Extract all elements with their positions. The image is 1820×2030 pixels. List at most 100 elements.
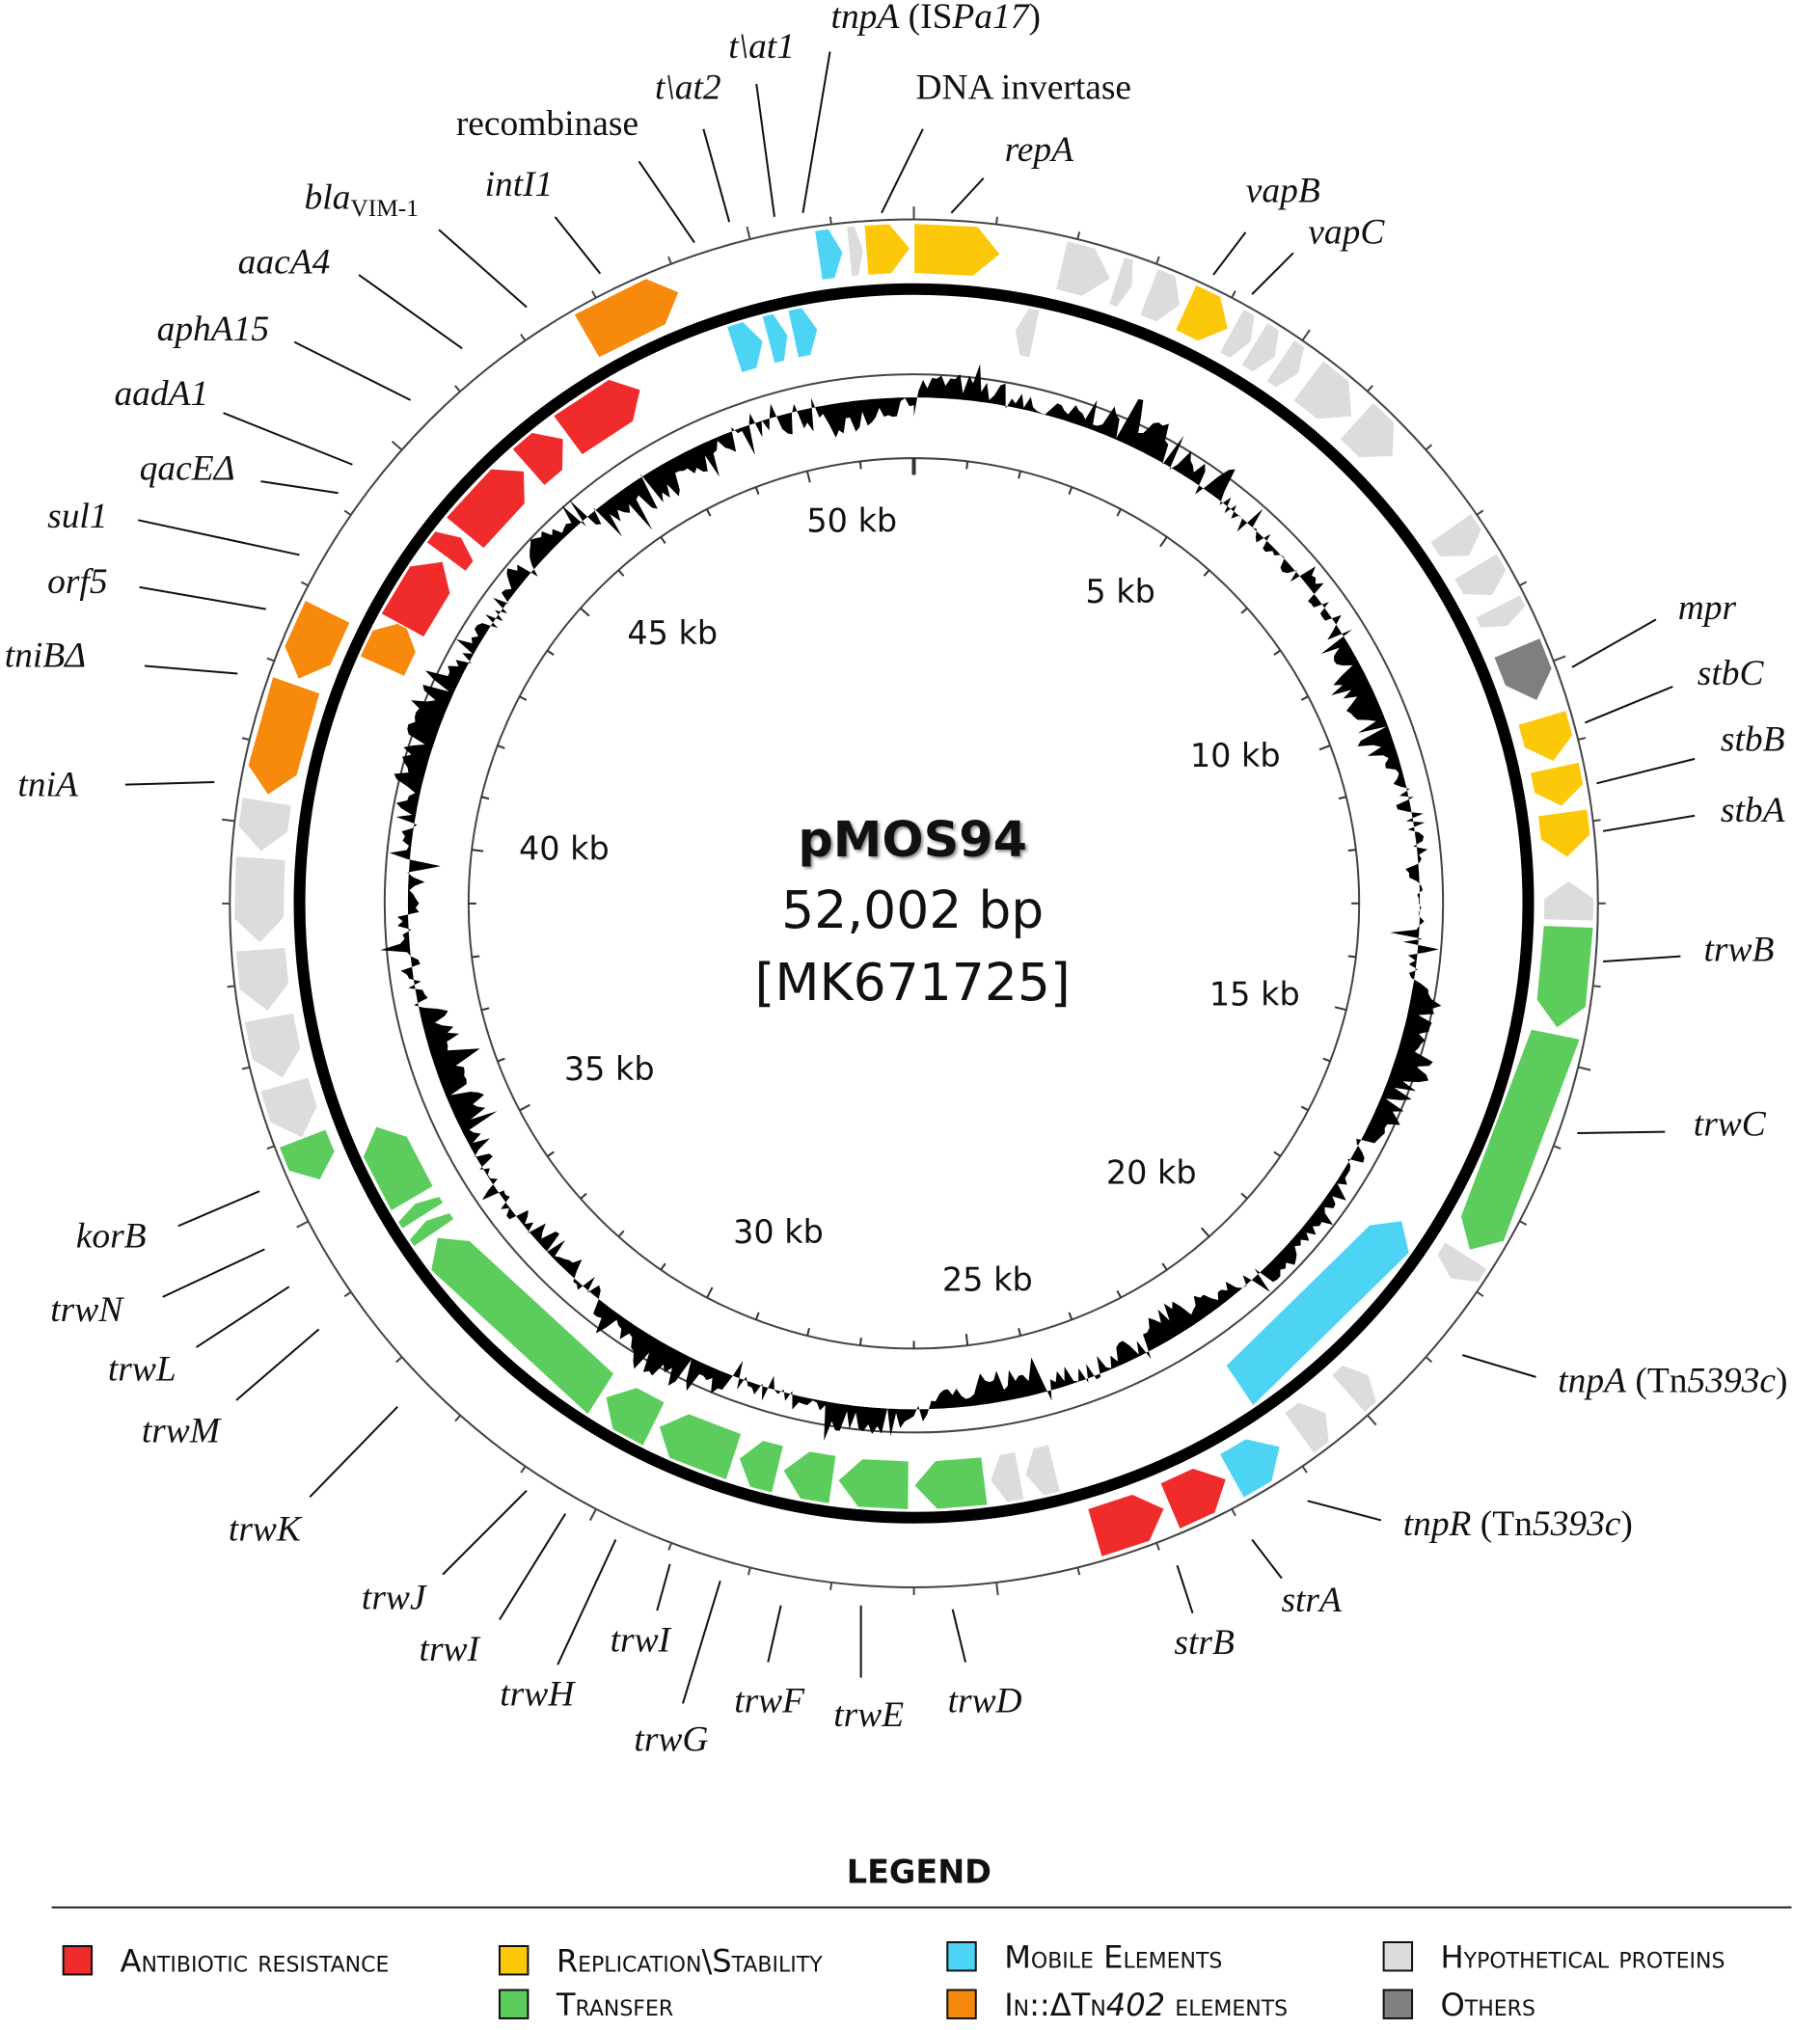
- gene-label-part: intI1: [485, 165, 554, 204]
- inner-tick: [1334, 1006, 1347, 1012]
- kb-label: 25 kb: [942, 1260, 1033, 1298]
- gene-feature: [813, 228, 844, 282]
- gene-label: trwJ: [362, 1578, 428, 1617]
- inner-tick: [858, 1337, 862, 1346]
- leader-line: [1571, 618, 1657, 668]
- gene-label: trwL: [108, 1349, 177, 1389]
- gene-label-part: trwM: [142, 1411, 222, 1450]
- legend-swatch: [498, 1989, 530, 2019]
- outer-tick: [1592, 985, 1601, 988]
- inner-tick: [617, 569, 625, 577]
- gene-feature: [863, 223, 911, 277]
- outer-tick: [995, 1582, 999, 1596]
- inner-tick: [754, 486, 760, 495]
- gene-label-part: mpr: [1678, 588, 1737, 628]
- leader-line: [638, 160, 695, 244]
- inner-tick: [805, 471, 811, 483]
- legend-label-part: Transfer: [556, 1987, 673, 2023]
- legend-label-part: Others: [1441, 1987, 1535, 2023]
- outer-tick: [746, 226, 751, 240]
- gene-label-part: bla: [305, 177, 351, 217]
- gene-label: tniA: [17, 765, 78, 804]
- gene-label: trwF: [734, 1681, 805, 1720]
- kb-label: 5 kb: [1085, 573, 1154, 610]
- gene-label: trwH: [500, 1674, 576, 1714]
- gene-feature: [1158, 1467, 1228, 1530]
- inner-tick: [705, 508, 712, 517]
- gene-label-part: sul1: [47, 497, 107, 536]
- gene-label: stbA: [1721, 791, 1785, 830]
- gene-label-part: t\at2: [655, 68, 721, 107]
- outer-tick: [1367, 385, 1373, 392]
- gene-feature: [258, 1075, 318, 1140]
- gene-feature: [1459, 1028, 1582, 1252]
- inner-tick: [1300, 1105, 1309, 1112]
- inner-tick: [1322, 1057, 1331, 1063]
- gene-label: mpr: [1678, 588, 1737, 628]
- kb-label: 20 kb: [1106, 1153, 1197, 1191]
- leader-line: [1585, 685, 1673, 724]
- outer-tick: [1519, 581, 1528, 587]
- legend-swatch: [946, 1989, 977, 2019]
- leader-line: [162, 1248, 265, 1298]
- inner-tick: [472, 955, 480, 959]
- gene-feature: [1054, 239, 1112, 298]
- inner-tick: [1240, 607, 1248, 614]
- outer-tick: [1553, 1145, 1562, 1150]
- gene-label-part: (Tn: [1471, 1504, 1533, 1544]
- inner-tick: [1318, 744, 1331, 751]
- legend-label-part: In::ΔTn: [1004, 1987, 1106, 2023]
- leader-line: [293, 340, 412, 401]
- gene-label-part: DNA invertase: [915, 68, 1131, 107]
- gene-label-part: trwN: [50, 1290, 124, 1330]
- leader-line: [950, 176, 985, 214]
- gene-label-part: trwL: [108, 1349, 177, 1389]
- outer-tick: [1577, 737, 1587, 741]
- leader-line: [438, 229, 528, 309]
- gene-feature: [283, 599, 351, 681]
- inner-tick: [1068, 1312, 1073, 1320]
- outer-tick: [1577, 1066, 1591, 1071]
- outer-tick: [829, 216, 832, 225]
- legend-label-part: Mobile Elements: [1004, 1938, 1222, 1975]
- inner-tick: [1159, 536, 1168, 548]
- plasmid-name: pMOS94: [798, 811, 1027, 868]
- leader-line: [223, 412, 353, 466]
- leader-line: [138, 519, 300, 556]
- kb-label: 45 kb: [627, 614, 718, 652]
- kb-label: 50 kb: [806, 501, 897, 539]
- gene-label-part: aacA4: [238, 242, 331, 282]
- gene-feature: [1435, 1240, 1489, 1284]
- outer-tick: [1425, 1356, 1433, 1364]
- legend-swatch: [1382, 1989, 1414, 2019]
- kb-label: 30 kb: [733, 1213, 824, 1251]
- gene-label: stbB: [1721, 719, 1785, 759]
- gene-label: strA: [1281, 1581, 1342, 1620]
- outer-tick: [1301, 329, 1311, 341]
- gene-label: trwK: [229, 1509, 303, 1549]
- kb-label: 35 kb: [564, 1050, 655, 1088]
- gene-label: trwD: [948, 1681, 1022, 1720]
- leader-line: [1577, 1130, 1666, 1134]
- gene-label: tnpA (Tn5393c): [1558, 1361, 1787, 1400]
- gene-label-part: tnpR: [1403, 1504, 1472, 1544]
- gene-label: DNA invertase: [915, 68, 1131, 107]
- gene-feature: [1453, 552, 1508, 597]
- legend-label-part: elements: [1165, 1987, 1288, 2023]
- outer-tick: [1301, 1465, 1308, 1474]
- outer-tick: [995, 216, 998, 225]
- outer-tick: [1155, 1542, 1160, 1551]
- gene-feature: [1330, 1364, 1378, 1414]
- gene-label: vapB: [1246, 171, 1320, 210]
- gene-feature: [1239, 321, 1281, 373]
- gene-feature: [845, 225, 865, 278]
- inner-tick: [1116, 508, 1122, 517]
- leader-line: [656, 1563, 671, 1611]
- outer-tick: [266, 657, 275, 663]
- gene-label-part: trwD: [948, 1681, 1022, 1720]
- leader-line: [1461, 1354, 1536, 1378]
- gene-label-part: ): [1028, 0, 1040, 37]
- gene-label-part: vapC: [1308, 212, 1385, 252]
- legend-title: LEGEND: [847, 1854, 991, 1891]
